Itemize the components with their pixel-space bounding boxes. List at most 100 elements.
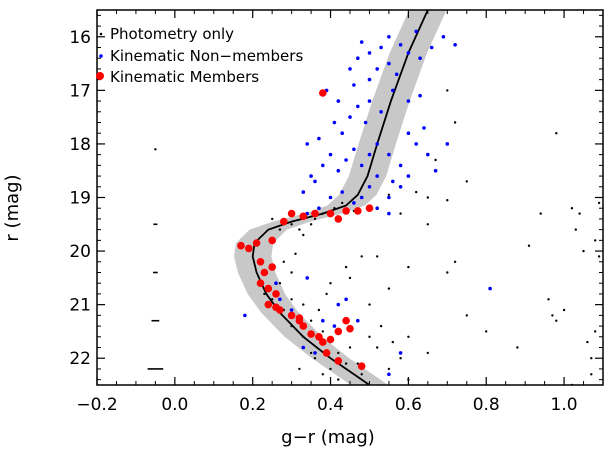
photometry-point <box>333 207 336 210</box>
nonmember-point <box>309 174 313 178</box>
x-tick-label: 1.0 <box>551 395 578 415</box>
nonmember-point <box>488 286 492 291</box>
nonmember-point <box>356 104 360 109</box>
photometry-point <box>594 330 597 333</box>
photometry-point <box>282 260 285 263</box>
member-point <box>307 330 315 338</box>
y-tick-label: 17 <box>69 81 91 101</box>
member-point <box>264 300 273 309</box>
photometry-point <box>407 335 410 338</box>
photometry-point <box>387 193 391 196</box>
photometry-point <box>586 340 589 344</box>
nonmember-point <box>340 131 345 135</box>
x-tick-label: −0.2 <box>76 395 117 415</box>
member-point <box>354 207 362 215</box>
nonmember-point <box>406 174 411 178</box>
nonmember-point <box>387 61 391 66</box>
nonmember-point <box>375 174 380 178</box>
photometry-point <box>578 212 581 215</box>
nonmember-point <box>387 35 391 39</box>
member-point <box>357 362 366 371</box>
nonmember-point <box>367 99 372 103</box>
member-point <box>287 311 296 320</box>
photometry-point <box>278 282 282 285</box>
nonmember-series <box>243 29 492 377</box>
nonmember-point <box>375 206 380 210</box>
photometry-point <box>154 148 157 151</box>
photometry-point <box>407 265 410 269</box>
nonmember-point <box>387 211 391 216</box>
x-tick-label: 0.6 <box>395 395 422 415</box>
photometry-point <box>302 335 305 338</box>
photometry-point <box>590 373 593 376</box>
plot-area <box>147 10 601 385</box>
nonmember-point <box>348 115 352 119</box>
legend-label-nonmembers: Kinematic Non−members <box>110 47 303 65</box>
photometry-point <box>263 292 266 296</box>
member-point <box>256 258 265 266</box>
nonmember-point <box>445 142 450 146</box>
nonmember-point <box>243 313 247 318</box>
y-tick-label: 16 <box>69 28 91 48</box>
photometry-point <box>278 228 282 231</box>
photometry-point <box>391 340 394 344</box>
nonmember-point <box>301 190 306 194</box>
member-point <box>315 333 323 341</box>
photometry-point <box>376 346 379 349</box>
nonmember-point <box>313 351 317 355</box>
photometry-point <box>290 271 293 274</box>
photometry-point <box>290 223 293 226</box>
photometry-point <box>434 158 437 162</box>
photometry-point <box>348 346 352 349</box>
photometry-point <box>376 255 379 258</box>
photometry-point <box>527 244 531 247</box>
nonmember-point <box>352 83 356 87</box>
photometry-point <box>387 287 391 290</box>
photometry-point <box>294 252 297 255</box>
photometry-point <box>597 201 601 205</box>
member-point <box>365 204 374 212</box>
photometry-point <box>426 223 429 226</box>
member-point <box>311 209 319 218</box>
nonmember-point <box>344 158 348 162</box>
nonmember-point <box>367 51 372 55</box>
photometry-point <box>594 239 597 242</box>
nonmember-point <box>352 147 356 152</box>
member-point <box>342 207 350 215</box>
y-axis-label: r (mag) <box>2 174 23 241</box>
photometry-point <box>539 212 542 215</box>
member-point <box>326 209 335 218</box>
isochrone-uncertainty-band <box>234 10 447 385</box>
member-point <box>334 357 343 365</box>
photometry-point <box>465 314 468 317</box>
y-tick-labels: 16 17 18 19 20 21 22 <box>69 28 91 369</box>
photometry-point <box>399 212 402 215</box>
photometry-point <box>329 367 332 371</box>
nonmember-point <box>344 297 348 302</box>
nonmember-point <box>321 163 325 168</box>
photometry-point <box>453 260 457 263</box>
member-point <box>299 322 308 330</box>
photometry-point <box>399 357 402 360</box>
photometry-point <box>597 255 601 258</box>
photometry-point <box>298 367 301 371</box>
nonmember-point <box>340 190 345 194</box>
y-tick-label: 21 <box>69 296 91 316</box>
nonmember-point <box>414 29 419 34</box>
photometry-point <box>290 298 293 301</box>
photometry-point <box>341 201 344 205</box>
photometry-point <box>321 330 324 333</box>
photometry-point <box>317 308 321 312</box>
legend-item-nonmembers: Kinematic Non−members <box>99 47 303 65</box>
photometry-point <box>313 217 317 221</box>
nonmember-point <box>359 195 364 200</box>
nonmember-point <box>278 297 282 302</box>
member-point <box>268 263 277 271</box>
x-tick-label: 0.0 <box>161 395 188 415</box>
nonmember-point <box>418 56 422 60</box>
member-point <box>326 335 335 344</box>
photometry-point <box>337 351 340 355</box>
legend-marker-members <box>96 72 104 80</box>
photometry-point <box>415 190 418 194</box>
